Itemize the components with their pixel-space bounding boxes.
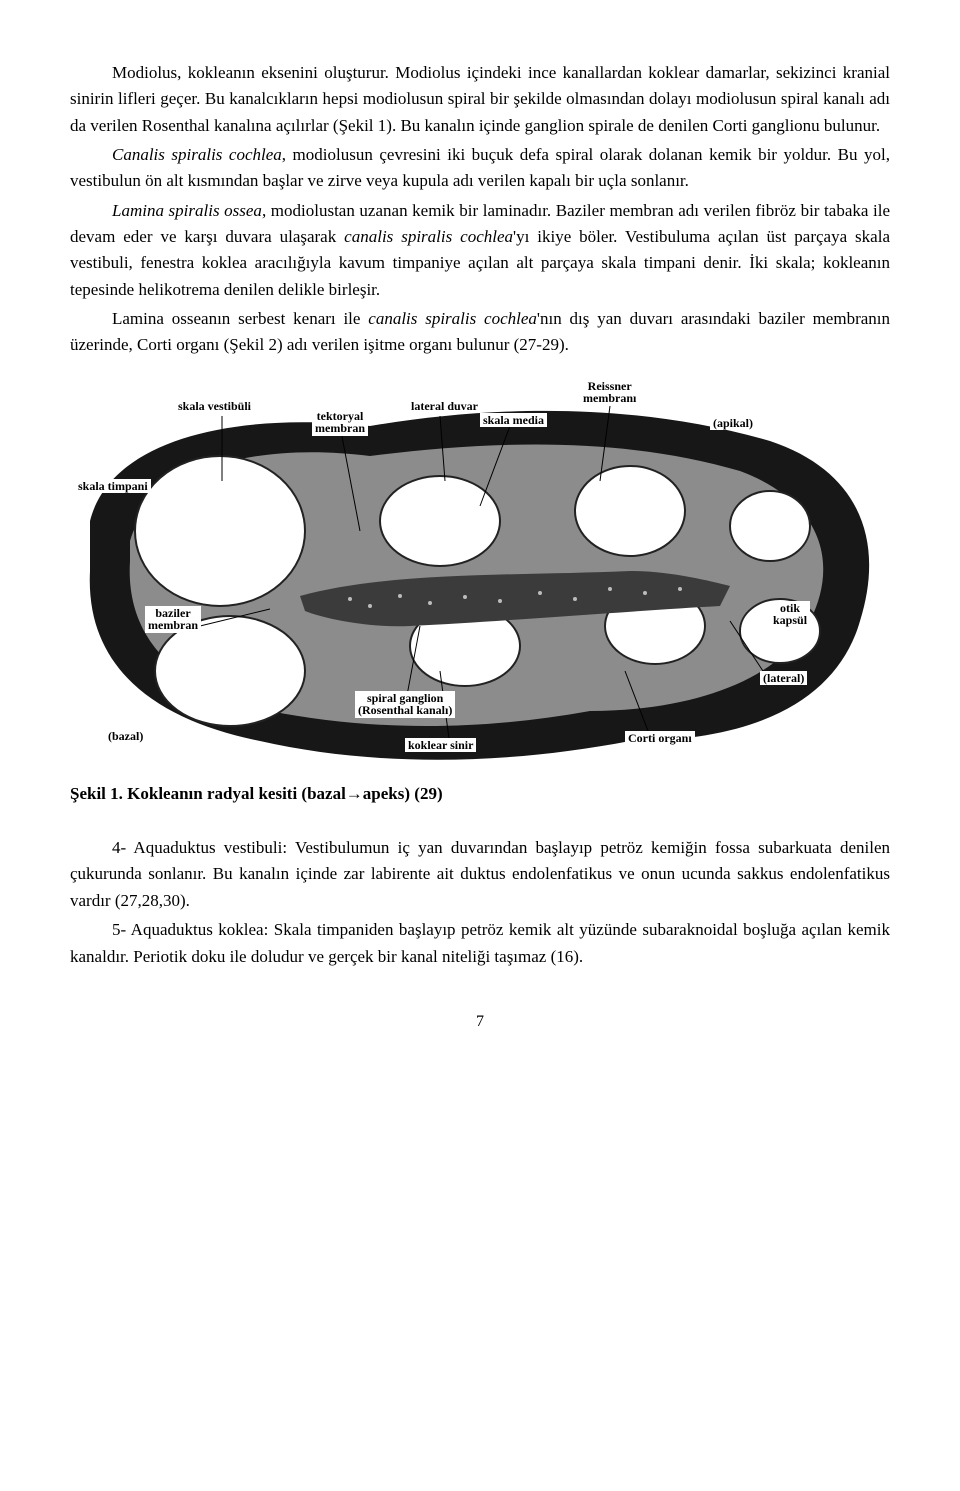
paragraph-4-body-a: Lamina osseanın serbest kenarı ile xyxy=(112,309,368,328)
paragraph-4: Lamina osseanın serbest kenarı ile canal… xyxy=(70,306,890,359)
paragraph-3: Lamina spiralis ossea, modiolustan uzana… xyxy=(70,198,890,303)
label-otik-kapsul: otik kapsül xyxy=(770,601,810,628)
paragraph-1: Modiolus, kokleanın eksenini oluşturur. … xyxy=(70,60,890,139)
label-tektoryal-line2: membran xyxy=(315,421,365,435)
cavity-mid-upper xyxy=(380,476,500,566)
figure-cochlea-cross-section: skala vestibüli skala timpani tektoryal … xyxy=(70,371,890,771)
italic-term-canalis-spiralis-2: canalis spiralis cochlea xyxy=(344,227,513,246)
paragraph-2: Canalis spiralis cochlea, modiolusun çev… xyxy=(70,142,890,195)
cavity-apical-upper xyxy=(575,466,685,556)
label-tektoryal-membran: tektoryal membran xyxy=(312,409,368,436)
label-spiral-ganglion-line2: (Rosenthal kanalı) xyxy=(358,703,452,717)
label-reissner-line2: membranı xyxy=(583,391,636,405)
label-skala-timpani: skala timpani xyxy=(75,479,151,494)
label-skala-vestibuli: skala vestibüli xyxy=(175,399,254,414)
label-skala-media: skala media xyxy=(480,413,547,428)
label-spiral-ganglion: spiral ganglion (Rosenthal kanalı) xyxy=(355,691,455,718)
cochlea-svg xyxy=(70,371,890,771)
label-bazal: (bazal) xyxy=(105,729,146,744)
cavity-scala-vestibuli xyxy=(135,456,305,606)
italic-term-lamina-spiralis: Lamina spiralis ossea xyxy=(112,201,262,220)
label-otik-line2: kapsül xyxy=(773,613,807,627)
paragraph-5: 4- Aquaduktus vestibuli: Vestibulumun iç… xyxy=(70,835,890,914)
label-lateral: (lateral) xyxy=(760,671,807,686)
cavity-right-upper xyxy=(730,491,810,561)
label-baziler-membran: baziler membran xyxy=(145,606,201,633)
label-baziler-line2: membran xyxy=(148,618,198,632)
label-corti-organi: Corti organı xyxy=(625,731,695,746)
label-lateral-duvar: lateral duvar xyxy=(408,399,481,414)
label-koklear-sinir: koklear sinir xyxy=(405,738,476,753)
label-apikal: (apikal) xyxy=(710,416,756,431)
italic-term-canalis-spiralis-3: canalis spiralis cochlea xyxy=(368,309,537,328)
paragraph-6: 5- Aquaduktus koklea: Skala timpaniden b… xyxy=(70,917,890,970)
figure-caption: Şekil 1. Kokleanın radyal kesiti (bazal→… xyxy=(70,781,890,807)
italic-term-canalis-spiralis: Canalis spiralis cochlea xyxy=(112,145,282,164)
page-number: 7 xyxy=(70,1010,890,1035)
label-reissner-membrani: Reissner membranı xyxy=(580,379,639,406)
